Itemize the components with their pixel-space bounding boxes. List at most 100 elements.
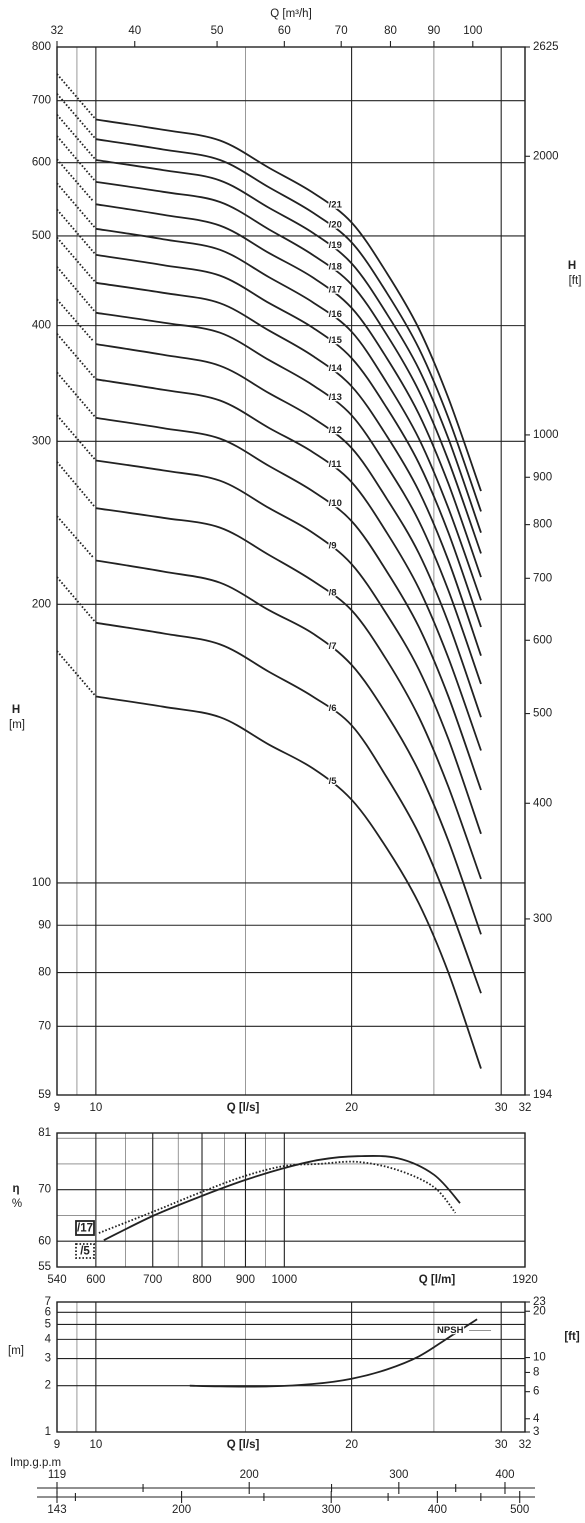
x-tick-label: 20	[345, 1439, 358, 1451]
y-tick-label: 59	[38, 1089, 51, 1101]
x2-tick-label: 60	[278, 25, 291, 37]
x2-tick-label: 100	[463, 25, 482, 37]
plot-frame	[56, 1301, 526, 1433]
curve	[56, 73, 482, 492]
y-tick-label: 7	[45, 1296, 51, 1308]
y-axis-label: [m]	[8, 1345, 24, 1357]
y-tick-label: 55	[38, 1261, 51, 1273]
curve-label: /11	[329, 459, 342, 470]
y2-tick-label: 400	[533, 797, 552, 809]
y-tick-label: 500	[32, 230, 51, 242]
y-tick-label: 3	[45, 1353, 51, 1365]
tick-label: 143	[47, 1504, 66, 1516]
x-tick-label: 600	[86, 1274, 105, 1286]
y2-tick-label: 4	[533, 1413, 540, 1425]
y-tick-label: 6	[45, 1306, 51, 1318]
y-tick-label: 300	[32, 435, 51, 447]
y-tick-label: 2	[45, 1380, 51, 1392]
curve	[56, 414, 482, 835]
curve-label: /13	[329, 392, 342, 403]
y2-tick-label: 20	[533, 1305, 546, 1317]
y-tick-label: 80	[38, 967, 51, 979]
x2-tick-label: 50	[211, 25, 224, 37]
x-tick-label: 540	[47, 1274, 66, 1286]
curve	[189, 1318, 478, 1388]
x-tick-label: 1920	[512, 1274, 538, 1286]
y2-tick-label: 194	[533, 1089, 553, 1101]
y-axis-unit: [m]	[9, 719, 25, 731]
x-tick-label: 700	[143, 1274, 162, 1286]
tick-label: 400	[495, 1469, 514, 1481]
y-tick-label: 70	[38, 1020, 51, 1032]
x-tick-label: 10	[89, 1102, 102, 1114]
curve-label: /9	[329, 540, 337, 551]
x-axis-label: Q [l/s]	[227, 1439, 260, 1451]
y2-axis-label: [ft]	[564, 1331, 579, 1343]
legend-box	[75, 1220, 95, 1236]
x-tick-label: 800	[192, 1274, 211, 1286]
curve-label: /7	[329, 641, 337, 652]
x-tick-label: 32	[519, 1102, 532, 1114]
curve-label: /20	[329, 219, 342, 230]
curve	[56, 182, 482, 601]
x-tick-label: 900	[236, 1274, 255, 1286]
curve	[56, 461, 482, 880]
y-tick-label: 70	[38, 1184, 51, 1196]
curve	[56, 135, 482, 554]
x-tick-label: 9	[54, 1102, 60, 1114]
curve-label: /19	[329, 240, 342, 251]
curve	[56, 650, 482, 1069]
x-tick-label: 30	[495, 1102, 508, 1114]
y2-tick-label: 300	[533, 913, 552, 925]
y-tick-label: 5	[45, 1319, 51, 1331]
curve	[56, 208, 482, 628]
curve-label: /17	[329, 285, 342, 296]
curve	[56, 93, 482, 512]
tick-label: 119	[48, 1469, 66, 1481]
y-tick-label: 1	[45, 1426, 51, 1438]
legend-label: /17	[77, 1223, 93, 1235]
curve-label: NPSH	[437, 1325, 464, 1336]
y2-tick-label: 1000	[533, 429, 559, 441]
tick-label: 300	[389, 1469, 408, 1481]
curve	[56, 298, 482, 718]
y-axis-unit: %	[12, 1198, 22, 1210]
y2-tick-label: 800	[533, 519, 552, 531]
curve-label: /5	[329, 776, 338, 787]
y-tick-label: 81	[38, 1127, 51, 1139]
curve-label: /10	[329, 498, 342, 509]
curve-label: /15	[329, 335, 343, 346]
curve-label: /18	[329, 262, 342, 273]
curve	[56, 266, 482, 685]
legend-box	[75, 1243, 95, 1259]
y2-tick-label: 8	[533, 1366, 539, 1378]
y2-axis-label: H	[568, 260, 576, 272]
plot-frame	[56, 1132, 526, 1268]
y-tick-label: 60	[38, 1235, 51, 1247]
curve-label: /8	[329, 587, 337, 598]
curve	[56, 576, 482, 994]
curve-label: /14	[329, 363, 343, 374]
curve	[56, 333, 482, 751]
y2-tick-label: 10	[533, 1352, 546, 1364]
x2-tick-label: 70	[335, 25, 348, 37]
y2-tick-label: 6	[533, 1386, 539, 1398]
y-tick-label: 600	[32, 157, 51, 169]
y2-tick-label: 900	[533, 471, 552, 483]
x-tick-label: 9	[54, 1439, 60, 1451]
curve-label: /6	[329, 703, 337, 714]
curve-label: /21	[329, 199, 343, 210]
y-tick-label: 200	[32, 598, 51, 610]
curve	[56, 158, 482, 578]
y-tick-label: 100	[32, 877, 51, 889]
curve	[56, 114, 482, 533]
y2-tick-label: 700	[533, 572, 552, 584]
y2-tick-label: 600	[533, 634, 552, 646]
y-axis-label: H	[12, 704, 20, 716]
tick-label: 400	[428, 1504, 447, 1516]
x2-tick-label: 32	[51, 25, 64, 37]
x-tick-label: 1000	[272, 1274, 298, 1286]
tick-label: 300	[322, 1504, 341, 1516]
y2-tick-label: 2625	[533, 41, 559, 53]
